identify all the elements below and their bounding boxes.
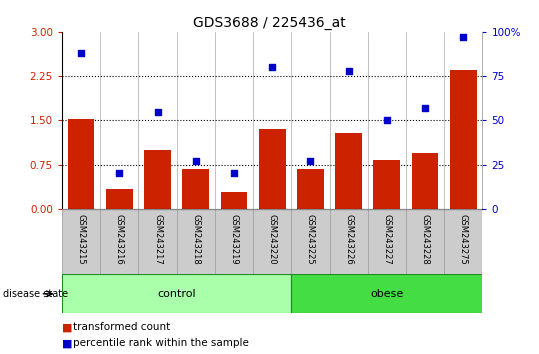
Bar [68,119,94,209]
Text: GSM243228: GSM243228 [420,214,430,265]
Text: GSM243215: GSM243215 [77,214,86,265]
Point [459,34,468,40]
Point [421,105,430,111]
Text: control: control [157,289,196,299]
Text: GSM243225: GSM243225 [306,214,315,265]
Bar [177,209,215,274]
Bar [335,133,362,209]
Text: disease state: disease state [3,289,68,299]
Bar [62,209,100,274]
Text: GSM243217: GSM243217 [153,214,162,265]
Text: transformed count: transformed count [73,322,170,332]
Text: GSM243227: GSM243227 [382,214,391,265]
Bar [297,169,324,209]
Text: GSM243226: GSM243226 [344,214,353,265]
Point [306,158,315,164]
Text: GSM243218: GSM243218 [191,214,201,265]
Bar [450,70,476,209]
Point [153,109,162,114]
Text: ■: ■ [62,322,72,332]
Bar [412,153,438,209]
Text: GSM243220: GSM243220 [268,214,277,265]
Text: ■: ■ [62,338,72,348]
Text: GSM243216: GSM243216 [115,214,124,265]
Point [344,68,353,74]
Text: GSM243275: GSM243275 [459,214,468,265]
Bar [374,160,400,209]
Point [383,118,391,123]
Text: GDS3688 / 225436_at: GDS3688 / 225436_at [193,16,346,30]
Bar [329,209,368,274]
Bar [144,150,171,209]
Bar [444,209,482,274]
Bar [62,274,291,313]
Point [230,171,238,176]
Bar [100,209,139,274]
Bar [406,209,444,274]
Point [268,64,277,70]
Bar [215,209,253,274]
Bar [368,209,406,274]
Point [191,158,200,164]
Bar [291,209,329,274]
Bar [259,129,286,209]
Bar [253,209,291,274]
Bar [220,192,247,209]
Bar [106,189,133,209]
Text: GSM243219: GSM243219 [230,214,238,265]
Bar [291,274,482,313]
Point [115,171,123,176]
Bar [139,209,177,274]
Text: percentile rank within the sample: percentile rank within the sample [73,338,248,348]
Bar [182,169,209,209]
Point [77,50,85,56]
Text: obese: obese [370,289,404,299]
